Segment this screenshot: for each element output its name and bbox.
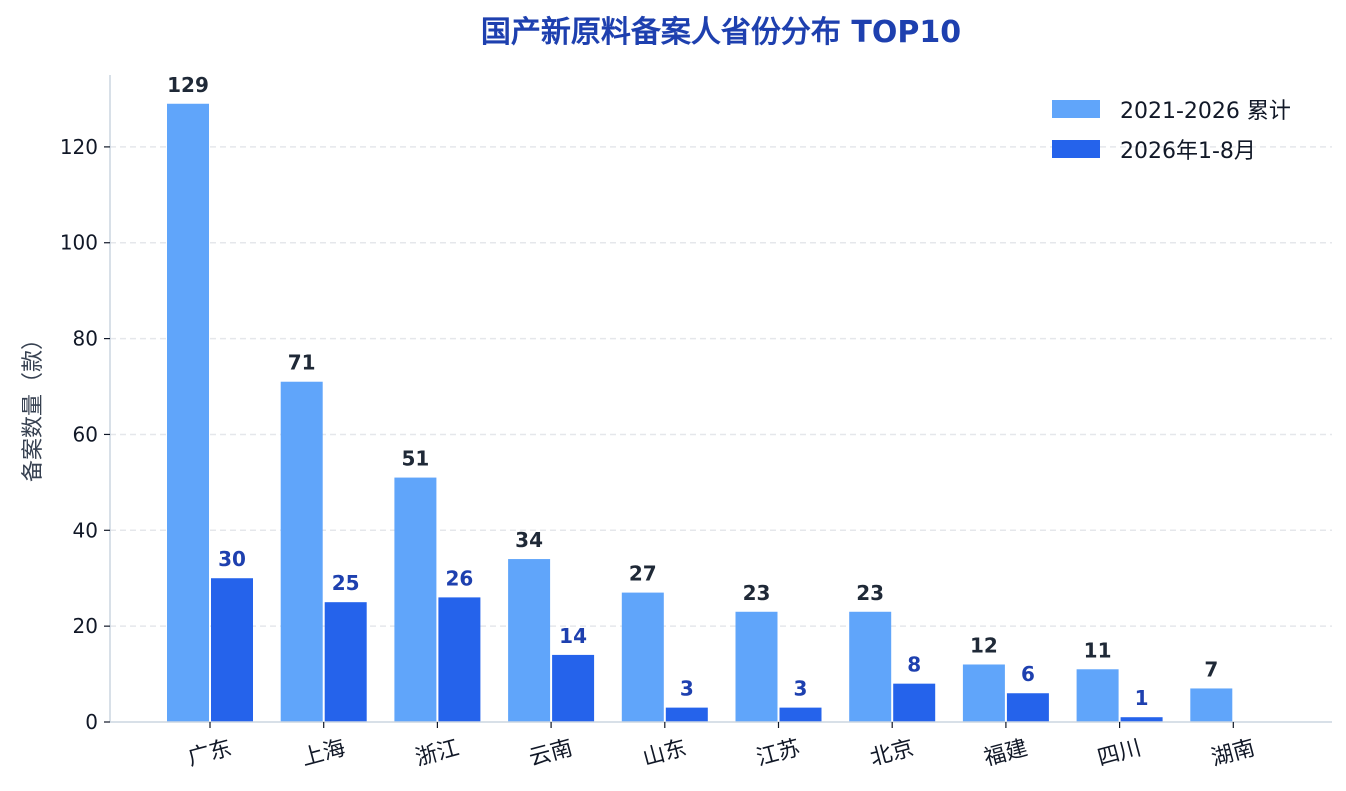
bar-cumulative [167, 103, 209, 722]
x-tick-label: 上海 [299, 736, 348, 772]
x-tick-label: 福建 [981, 736, 1030, 772]
y-axis-ticks: 0 20 40 60 80 100 120 [60, 135, 110, 734]
data-label-cumulative: 27 [629, 562, 657, 586]
data-label-2026: 14 [559, 624, 587, 648]
x-tick-label: 山东 [640, 736, 689, 772]
data-label-2026: 26 [445, 566, 473, 590]
bars [167, 103, 1233, 722]
data-label-2026: 1 [1135, 686, 1149, 710]
y-tick-label: 40 [73, 518, 98, 542]
bar-2026 [1006, 693, 1049, 722]
x-tick-label: 北京 [868, 736, 917, 772]
legend-swatch-cumulative [1052, 100, 1100, 118]
bar-cumulative [962, 664, 1005, 722]
bar-cumulative [1076, 669, 1119, 722]
bar-cumulative [735, 611, 778, 722]
chart-title: 国产新原料备案人省份分布 TOP10 [481, 15, 961, 50]
data-label-cumulative: 12 [970, 633, 998, 657]
y-tick-label: 80 [73, 327, 98, 351]
y-axis-label: 备案数量（款） [21, 328, 46, 482]
bar-2026 [893, 683, 936, 722]
data-label-2026: 8 [907, 653, 921, 677]
data-label-cumulative: 7 [1204, 657, 1218, 681]
y-tick-label: 0 [85, 710, 98, 734]
legend-label-cumulative: 2021-2026 累计 [1120, 99, 1291, 124]
legend-swatch-2026 [1052, 140, 1100, 158]
data-label-cumulative: 129 [167, 73, 209, 97]
data-label-cumulative: 71 [288, 351, 316, 375]
data-label-cumulative: 23 [743, 581, 771, 605]
data-label-cumulative: 23 [856, 581, 884, 605]
bar-cumulative [508, 559, 551, 722]
y-tick-label: 60 [73, 422, 98, 446]
bar-2026 [438, 597, 481, 722]
legend: 2021-2026 累计 2026年1-8月 [1052, 99, 1291, 164]
y-tick-label: 20 [73, 614, 98, 638]
data-label-cumulative: 11 [1084, 638, 1112, 662]
bar-2026 [665, 707, 708, 722]
bar-2026 [552, 654, 595, 722]
x-tick-label: 广东 [185, 736, 234, 772]
bar-cumulative [394, 477, 437, 722]
bar-2026 [211, 578, 253, 722]
data-label-2026: 3 [680, 677, 694, 701]
data-label-2026: 3 [794, 677, 808, 701]
y-tick-label: 120 [60, 135, 98, 159]
data-label-2026: 6 [1021, 662, 1035, 686]
data-label-cumulative: 34 [515, 528, 543, 552]
y-tick-label: 100 [60, 231, 98, 255]
bar-2026 [324, 602, 367, 722]
data-label-2026: 30 [218, 547, 246, 571]
bar-cumulative [621, 592, 664, 722]
bar-cumulative [1190, 688, 1233, 722]
data-label-2026: 25 [332, 571, 360, 595]
x-tick-label: 江苏 [754, 736, 803, 772]
x-tick-label: 四川 [1095, 736, 1144, 772]
x-tick-label: 湖南 [1209, 736, 1258, 772]
bar-2026 [779, 707, 822, 722]
bar-2026 [1120, 717, 1163, 722]
legend-label-2026: 2026年1-8月 [1120, 139, 1256, 164]
x-axis-ticks: 广东 上海 浙江 云南 山东 江苏 北京 福建 四川 湖南 [185, 722, 1258, 772]
bar-cumulative [849, 611, 892, 722]
x-tick-label: 浙江 [413, 736, 462, 772]
data-label-cumulative: 51 [401, 447, 429, 471]
x-tick-label: 云南 [526, 736, 575, 772]
bar-cumulative [280, 381, 323, 722]
